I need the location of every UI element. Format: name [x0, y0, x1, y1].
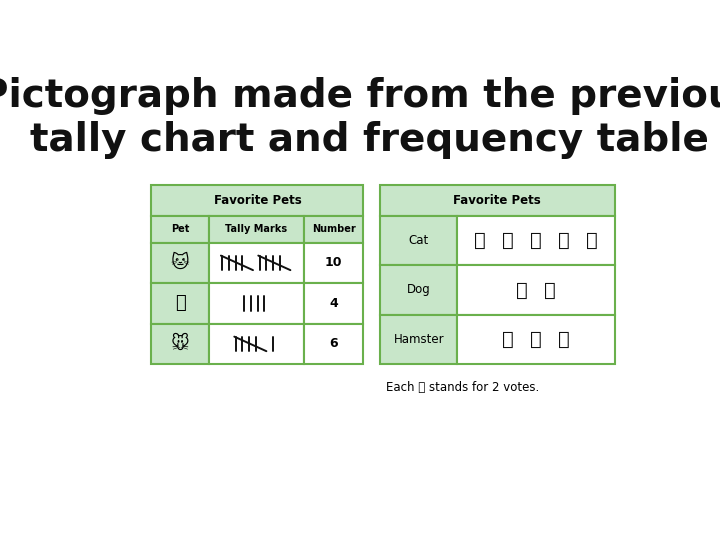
Text: Number: Number — [312, 224, 356, 234]
FancyBboxPatch shape — [151, 323, 209, 364]
FancyBboxPatch shape — [151, 185, 364, 216]
FancyBboxPatch shape — [304, 242, 364, 283]
Text: Hamster: Hamster — [394, 333, 444, 346]
FancyBboxPatch shape — [457, 216, 615, 265]
FancyBboxPatch shape — [457, 315, 615, 364]
Text: 🐶: 🐶 — [175, 294, 185, 312]
Text: Pictograph made from the previous
tally chart and frequency table: Pictograph made from the previous tally … — [0, 77, 720, 159]
Text: 🐾: 🐾 — [544, 280, 556, 300]
Text: 🐾: 🐾 — [516, 280, 528, 300]
Text: 🐾: 🐾 — [503, 231, 514, 250]
Text: 🐱: 🐱 — [171, 254, 189, 272]
Text: 🐾: 🐾 — [503, 330, 514, 349]
Text: Tally Marks: Tally Marks — [225, 224, 287, 234]
FancyBboxPatch shape — [151, 242, 209, 283]
FancyBboxPatch shape — [380, 315, 457, 364]
Text: 🐾: 🐾 — [530, 330, 542, 349]
Text: 🐭: 🐭 — [171, 335, 189, 353]
Text: 4: 4 — [329, 297, 338, 310]
Text: 10: 10 — [325, 256, 343, 269]
Text: 🐾: 🐾 — [586, 231, 598, 250]
FancyBboxPatch shape — [380, 265, 457, 315]
FancyBboxPatch shape — [209, 283, 304, 323]
FancyBboxPatch shape — [209, 323, 304, 364]
FancyBboxPatch shape — [304, 323, 364, 364]
Text: 🐾: 🐾 — [474, 231, 486, 250]
Text: Cat: Cat — [409, 234, 429, 247]
FancyBboxPatch shape — [380, 185, 615, 216]
FancyBboxPatch shape — [151, 283, 209, 323]
FancyBboxPatch shape — [209, 242, 304, 283]
FancyBboxPatch shape — [209, 216, 304, 242]
Text: 🐾: 🐾 — [558, 231, 570, 250]
FancyBboxPatch shape — [304, 283, 364, 323]
FancyBboxPatch shape — [151, 216, 209, 242]
Text: 6: 6 — [330, 338, 338, 350]
Text: Each 🐾 stands for 2 votes.: Each 🐾 stands for 2 votes. — [386, 381, 539, 394]
Text: Dog: Dog — [407, 284, 431, 296]
Text: Favorite Pets: Favorite Pets — [454, 194, 541, 207]
FancyBboxPatch shape — [380, 216, 457, 265]
Text: 🐾: 🐾 — [558, 330, 570, 349]
FancyBboxPatch shape — [457, 265, 615, 315]
Text: Pet: Pet — [171, 224, 189, 234]
Text: 🐾: 🐾 — [530, 231, 542, 250]
FancyBboxPatch shape — [304, 216, 364, 242]
Text: Favorite Pets: Favorite Pets — [214, 194, 301, 207]
